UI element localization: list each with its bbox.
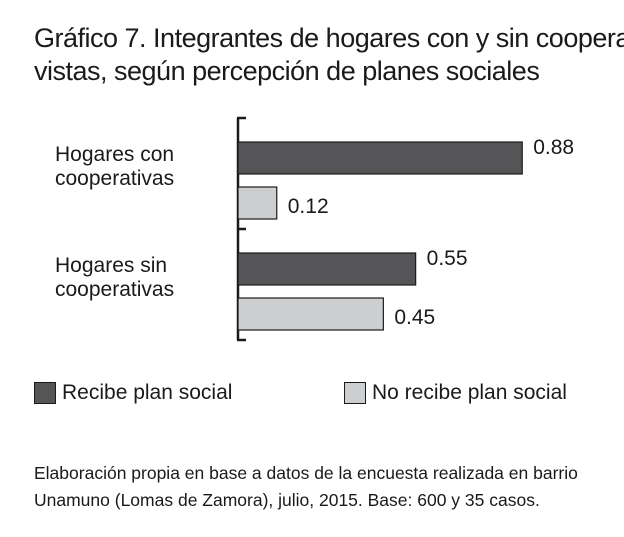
chart-title-line-2: vistas, según percepción de planes socia… bbox=[34, 56, 540, 86]
legend-item-recibe: Recibe plan social bbox=[34, 381, 232, 405]
legend-swatch-recibe bbox=[34, 382, 56, 404]
category-label-1-line-2: cooperativas bbox=[55, 167, 174, 190]
bar-no-recibe-1 bbox=[237, 186, 278, 220]
legend-item-no-recibe: No recibe plan social bbox=[344, 381, 567, 405]
source-note: Elaboración propia en base a datos de la… bbox=[34, 460, 614, 514]
source-note-line-2: Unamuno (Lomas de Zamora), julio, 2015. … bbox=[34, 490, 540, 510]
legend-label-no-recibe: No recibe plan social bbox=[372, 381, 567, 404]
chart-title: Gráfico 7. Integrantes de hogares con y … bbox=[34, 22, 624, 88]
data-label-no-recibe-1: 0.12 bbox=[288, 195, 329, 218]
bar-no-recibe-2 bbox=[237, 297, 384, 331]
data-label-recibe-2: 0.55 bbox=[427, 247, 468, 270]
legend-label-recibe: Recibe plan social bbox=[62, 381, 233, 404]
chart-title-line-1: Gráfico 7. Integrantes de hogares con y … bbox=[34, 23, 624, 53]
category-label-1-line-1: Hogares con bbox=[55, 143, 174, 166]
category-label-2-line-1: Hogares sin bbox=[55, 254, 167, 277]
legend-swatch-no-recibe bbox=[344, 382, 366, 404]
source-note-line-1: Elaboración propia en base a datos de la… bbox=[34, 463, 578, 483]
category-label-2-line-2: cooperativas bbox=[55, 278, 174, 301]
bar-recibe-2 bbox=[237, 252, 417, 286]
data-label-no-recibe-2: 0.45 bbox=[394, 306, 435, 329]
data-label-recibe-1: 0.88 bbox=[533, 136, 574, 159]
bar-recibe-1 bbox=[237, 141, 523, 175]
